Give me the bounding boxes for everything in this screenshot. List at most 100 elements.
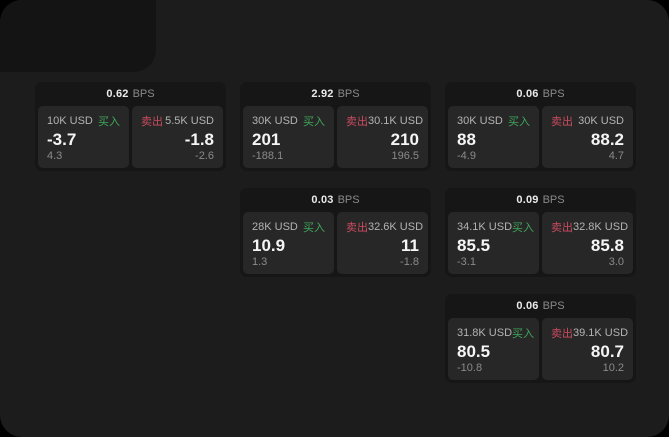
spread-bps-value: 0.06 <box>516 300 539 312</box>
buy-panel-top: 28K USD 买入 <box>252 219 325 235</box>
buy-delta: -4.9 <box>457 150 476 162</box>
buy-tag: 买入 <box>508 116 530 128</box>
buy-delta: -3.1 <box>457 256 476 268</box>
quotes-grid: 0.62 BPS 10K USD 买入 -3.7 4.3 卖出 5.5K USD… <box>35 82 636 383</box>
sell-size: 5.5K USD <box>165 115 214 127</box>
buy-price: 88 <box>457 130 476 149</box>
sell-panel-top: 卖出 32.6K USD <box>346 219 423 235</box>
spread-bps-unit: BPS <box>542 300 565 312</box>
buy-tag: 买入 <box>98 116 120 128</box>
buy-price: -3.7 <box>47 130 77 149</box>
spread-bps-unit: BPS <box>337 194 360 206</box>
card-body: 10K USD 买入 -3.7 4.3 卖出 5.5K USD -1.8 -2.… <box>35 106 226 171</box>
buy-quote-panel[interactable]: 28K USD 买入 10.9 1.3 <box>243 212 334 274</box>
sell-delta: 4.7 <box>608 150 624 162</box>
sell-quote-panel[interactable]: 卖出 39.1K USD 80.7 10.2 <box>542 318 633 380</box>
sell-tag: 卖出 <box>346 116 368 128</box>
card-body: 34.1K USD 买入 85.5 -3.1 卖出 32.8K USD 85.8… <box>445 212 636 277</box>
sell-tag: 卖出 <box>141 116 163 128</box>
buy-size: 34.1K USD <box>457 221 513 233</box>
sell-size: 30.1K USD <box>368 115 424 127</box>
sell-tag: 卖出 <box>551 222 573 234</box>
sell-tag: 卖出 <box>346 222 368 234</box>
sell-size: 32.8K USD <box>573 221 629 233</box>
buy-size: 10K USD <box>47 115 93 127</box>
buy-tag: 买入 <box>512 222 535 234</box>
buy-delta: -10.8 <box>457 362 483 374</box>
spread-bps-value: 0.09 <box>516 194 539 206</box>
card-body: 30K USD 买入 201 -188.1 卖出 30.1K USD 210 1… <box>240 106 431 171</box>
sell-tag: 卖出 <box>551 116 573 128</box>
buy-price: 80.5 <box>457 342 491 361</box>
spread-bps-unit: BPS <box>542 194 565 206</box>
sell-price: 85.8 <box>590 236 624 255</box>
card-header: 2.92 BPS <box>240 82 431 106</box>
spread-bps-unit: BPS <box>542 88 565 100</box>
buy-size: 28K USD <box>252 221 298 233</box>
buy-tag: 买入 <box>512 328 535 340</box>
quote-card: 0.06 BPS 30K USD 买入 88 -4.9 卖出 30K USD 8… <box>445 82 636 171</box>
buy-size: 30K USD <box>457 115 503 127</box>
buy-quote-panel[interactable]: 30K USD 买入 88 -4.9 <box>448 106 539 168</box>
sell-price: 80.7 <box>590 342 624 361</box>
buy-quote-panel[interactable]: 30K USD 买入 201 -188.1 <box>243 106 334 168</box>
sell-panel-top: 卖出 39.1K USD <box>551 325 628 341</box>
sell-quote-panel[interactable]: 卖出 32.6K USD 11 -1.8 <box>337 212 428 274</box>
spread-bps-unit: BPS <box>132 88 155 100</box>
buy-size: 31.8K USD <box>457 327 513 339</box>
sell-size: 30K USD <box>578 115 624 127</box>
buy-tag: 买入 <box>303 222 325 234</box>
top-left-panel-corner <box>0 0 156 72</box>
card-header: 0.62 BPS <box>35 82 226 106</box>
sell-delta: 196.5 <box>391 150 419 162</box>
sell-size: 39.1K USD <box>573 327 629 339</box>
buy-delta: 1.3 <box>252 256 268 268</box>
buy-panel-top: 30K USD 买入 <box>457 113 530 129</box>
spread-bps-value: 0.06 <box>516 88 539 100</box>
spread-bps-value: 2.92 <box>311 88 334 100</box>
quote-card: 0.62 BPS 10K USD 买入 -3.7 4.3 卖出 5.5K USD… <box>35 82 226 171</box>
buy-quote-panel[interactable]: 10K USD 买入 -3.7 4.3 <box>38 106 129 168</box>
quote-card: 2.92 BPS 30K USD 买入 201 -188.1 卖出 30.1K … <box>240 82 431 171</box>
buy-panel-top: 34.1K USD 买入 <box>457 219 534 235</box>
sell-price: 88.2 <box>590 130 624 149</box>
buy-tag: 买入 <box>303 116 325 128</box>
quote-card: 0.06 BPS 31.8K USD 买入 80.5 -10.8 卖出 39.1… <box>445 294 636 383</box>
buy-price: 201 <box>252 130 281 149</box>
card-body: 30K USD 买入 88 -4.9 卖出 30K USD 88.2 4.7 <box>445 106 636 171</box>
sell-delta: 10.2 <box>602 362 624 374</box>
buy-panel-top: 30K USD 买入 <box>252 113 325 129</box>
buy-delta: -188.1 <box>252 150 284 162</box>
buy-price: 10.9 <box>252 236 286 255</box>
spread-bps-unit: BPS <box>337 88 360 100</box>
sell-quote-panel[interactable]: 卖出 30K USD 88.2 4.7 <box>542 106 633 168</box>
card-header: 0.03 BPS <box>240 188 431 212</box>
buy-panel-top: 31.8K USD 买入 <box>457 325 534 341</box>
sell-panel-top: 卖出 30.1K USD <box>346 113 423 129</box>
quote-card: 0.09 BPS 34.1K USD 买入 85.5 -3.1 卖出 32.8K… <box>445 188 636 277</box>
sell-delta: 3.0 <box>608 256 624 268</box>
sell-quote-panel[interactable]: 卖出 30.1K USD 210 196.5 <box>337 106 428 168</box>
card-header: 0.06 BPS <box>445 82 636 106</box>
buy-price: 85.5 <box>457 236 491 255</box>
card-header: 0.09 BPS <box>445 188 636 212</box>
card-body: 31.8K USD 买入 80.5 -10.8 卖出 39.1K USD 80.… <box>445 318 636 383</box>
sell-delta: -2.6 <box>195 150 214 162</box>
buy-quote-panel[interactable]: 34.1K USD 买入 85.5 -3.1 <box>448 212 539 274</box>
spread-bps-value: 0.03 <box>311 194 334 206</box>
buy-panel-top: 10K USD 买入 <box>47 113 120 129</box>
sell-quote-panel[interactable]: 卖出 5.5K USD -1.8 -2.6 <box>132 106 223 168</box>
sell-panel-top: 卖出 32.8K USD <box>551 219 628 235</box>
card-header: 0.06 BPS <box>445 294 636 318</box>
buy-quote-panel[interactable]: 31.8K USD 买入 80.5 -10.8 <box>448 318 539 380</box>
sell-price: 210 <box>390 130 419 149</box>
card-body: 28K USD 买入 10.9 1.3 卖出 32.6K USD 11 -1.8 <box>240 212 431 277</box>
sell-quote-panel[interactable]: 卖出 32.8K USD 85.8 3.0 <box>542 212 633 274</box>
sell-panel-top: 卖出 30K USD <box>551 113 624 129</box>
sell-price: 11 <box>401 236 419 255</box>
buy-size: 30K USD <box>252 115 298 127</box>
sell-size: 32.6K USD <box>368 221 424 233</box>
sell-delta: -1.8 <box>400 256 419 268</box>
